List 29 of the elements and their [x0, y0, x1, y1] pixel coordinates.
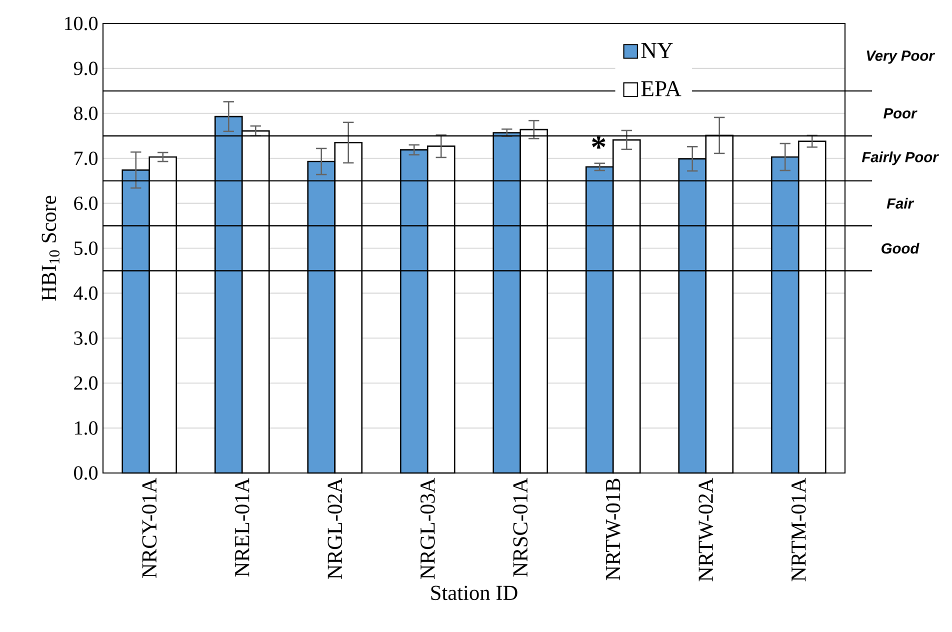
x-tick-label: NRTM-01A: [791, 478, 806, 582]
y-tick-label: 9.0: [74, 62, 98, 76]
y-tick-label: 8.0: [74, 106, 98, 120]
x-tick-label: NRTW-01B: [606, 478, 620, 580]
y-tick-label: 7.0: [74, 152, 98, 166]
y-tick-label: 1.0: [75, 421, 98, 435]
x-tick-label: NREL-01A: [234, 478, 250, 577]
text: Fair: [886, 198, 914, 209]
legend-label: EPA: [641, 81, 682, 96]
y-tick-label: 6.0: [74, 196, 98, 210]
x-tick-label: NRCY-01A: [142, 478, 157, 578]
text: Poor: [884, 108, 918, 119]
annotation: *: [592, 136, 606, 149]
y-tick-label: 10.0: [65, 16, 98, 30]
y-tick-label: 3.0: [74, 331, 98, 345]
y-tick-label: 2.0: [74, 376, 98, 390]
text: Very Poor: [866, 50, 936, 64]
text: Good: [882, 242, 920, 254]
x-tick-label: NRGL-02A: [328, 478, 342, 580]
x-tick-label: NRGL-03A: [420, 478, 435, 580]
y-tick-label: 0.0: [74, 466, 98, 480]
x-tick-label: NRSC-01A: [513, 478, 528, 577]
legend-label: NY: [641, 43, 673, 58]
x-tick-label: NRTW-02A: [698, 478, 714, 582]
x-axis-title: Station ID: [431, 586, 518, 600]
y-tick-label: 5.0: [74, 241, 98, 256]
text: Fairly Poor: [862, 152, 939, 166]
y-axis-title: HBI$_{10}$ Score: [42, 196, 60, 301]
y-tick-label: 4.0: [74, 286, 98, 300]
